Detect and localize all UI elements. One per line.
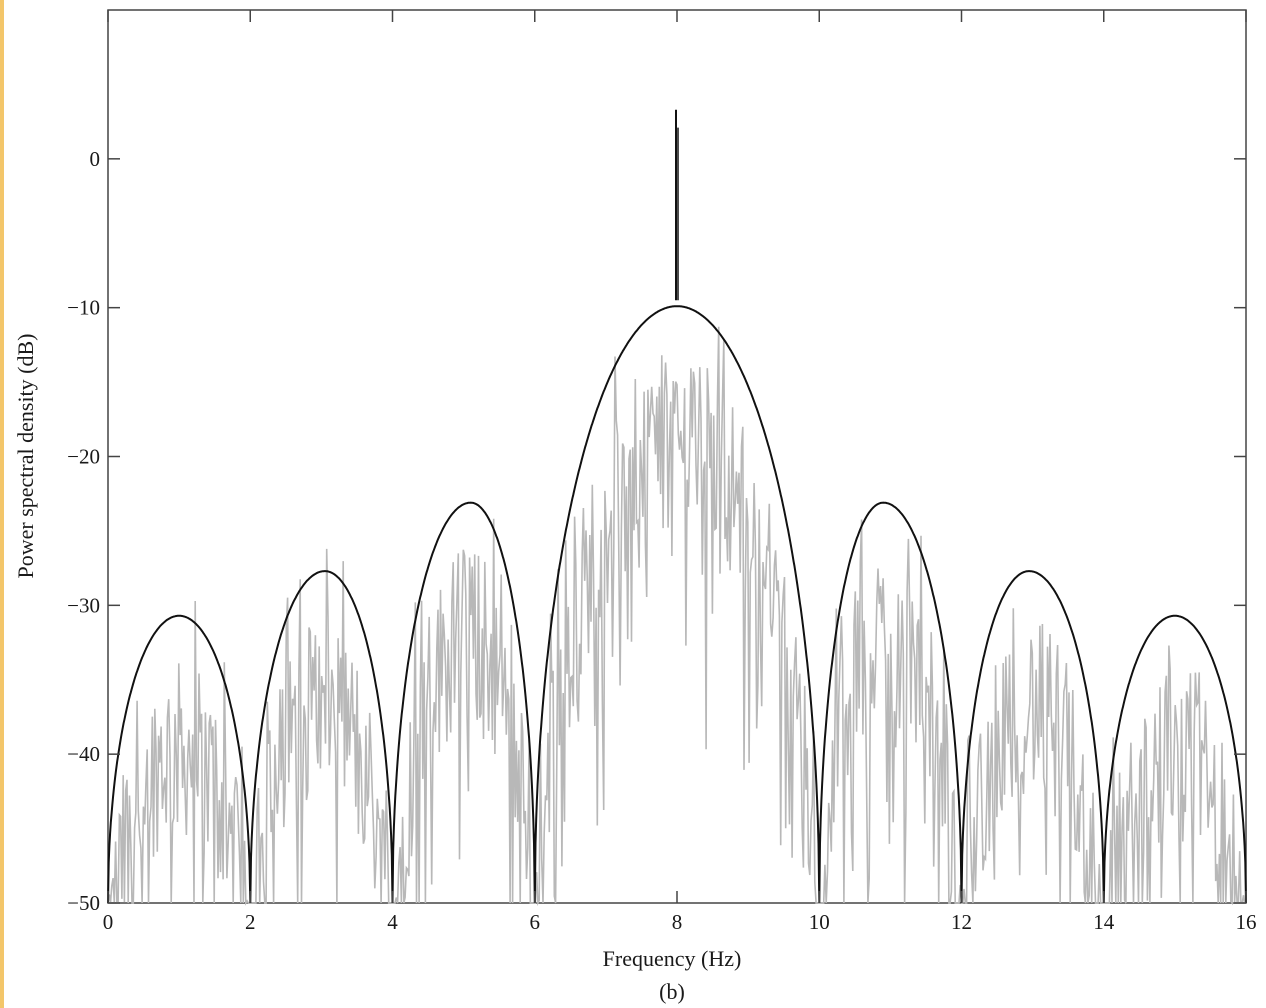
- figure-caption: (b): [659, 979, 685, 1004]
- x-tick-label: 8: [672, 910, 683, 934]
- y-tick-label: −30: [67, 593, 100, 617]
- x-tick-label: 4: [387, 910, 398, 934]
- estimated-psd-series: [107, 326, 1246, 907]
- x-tick-label: 16: [1236, 910, 1257, 934]
- x-tick-label: 14: [1093, 910, 1115, 934]
- x-tick-label: 0: [103, 910, 114, 934]
- y-tick-label: −50: [67, 891, 100, 915]
- x-tick-label: 10: [809, 910, 830, 934]
- y-tick-label: 0: [90, 147, 101, 171]
- estimated-psd-line: [107, 326, 1246, 907]
- x-tick-label: 6: [530, 910, 541, 934]
- y-tick-labels: −50 −40 −30 −20 −10 0: [67, 147, 100, 915]
- left-edge-strip: [0, 0, 4, 1008]
- y-tick-label: −40: [67, 742, 100, 766]
- x-tick-label: 12: [951, 910, 972, 934]
- y-tick-label: −20: [67, 445, 100, 469]
- theoretical-psd-line: [107, 305, 1247, 904]
- x-tick-labels: 0 2 4 6 8 10 12 14 16: [103, 910, 1257, 934]
- y-axis-title: Power spectral density (dB): [13, 334, 38, 579]
- axis-ticks: [107, 10, 1247, 904]
- x-axis-title: Frequency (Hz): [603, 946, 742, 971]
- y-tick-label: −10: [67, 296, 100, 320]
- theoretical-psd-series: [107, 109, 1247, 904]
- x-tick-label: 2: [245, 910, 256, 934]
